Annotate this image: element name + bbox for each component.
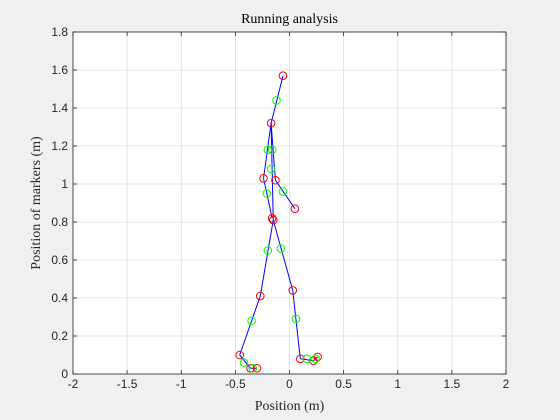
chart-title: Running analysis bbox=[241, 12, 338, 27]
midpoint-marker bbox=[302, 354, 312, 364]
midpoint-marker bbox=[278, 187, 288, 196]
joint-marker bbox=[252, 364, 262, 373]
y-tick-label: 0.6 bbox=[51, 253, 68, 267]
midpoint-marker bbox=[311, 354, 320, 364]
x-tick-label: 2 bbox=[503, 377, 510, 391]
y-tick-label: 1 bbox=[61, 177, 68, 191]
y-tick-label: 1.2 bbox=[51, 139, 68, 153]
midpoint-marker bbox=[263, 145, 273, 155]
midpoint-marker bbox=[266, 164, 276, 174]
y-axis-title: Position of markers (m) bbox=[29, 136, 44, 270]
joint-marker bbox=[290, 204, 300, 213]
midpoint-marker bbox=[248, 364, 257, 373]
ticks: -2 -1.5 -1 -0.5 0 0.5 1 1.5 2 0 0.2 0.4 0.6 0.8 1 1.2 1.… bbox=[51, 25, 509, 391]
joint-marker bbox=[296, 354, 305, 364]
body-segment bbox=[270, 75, 284, 124]
y-tick-label: 0.8 bbox=[51, 215, 68, 229]
joint-marker bbox=[267, 213, 277, 223]
x-tick-label: -1.5 bbox=[117, 377, 138, 391]
x-tick-label: 1 bbox=[394, 377, 401, 391]
body-segment bbox=[312, 356, 318, 362]
midpoint-marker bbox=[272, 96, 281, 105]
midpoint-marker bbox=[276, 244, 286, 253]
body-segment bbox=[300, 358, 314, 362]
body-segment bbox=[270, 123, 274, 221]
joint-marker bbox=[271, 175, 280, 185]
markers bbox=[235, 71, 322, 373]
x-tick-label: 1.5 bbox=[444, 377, 461, 391]
y-tick-label: 1.8 bbox=[51, 25, 68, 39]
x-tick-label: -2 bbox=[68, 377, 79, 391]
joint-marker bbox=[235, 350, 245, 360]
x-tick-label: 0 bbox=[286, 377, 293, 391]
joint-marker bbox=[288, 286, 298, 295]
midpoint-marker bbox=[291, 314, 301, 324]
joint-marker bbox=[246, 364, 255, 373]
midpoint-marker bbox=[247, 316, 256, 326]
y-tick-label: 1.6 bbox=[51, 63, 68, 77]
body-segment bbox=[272, 219, 294, 291]
joint-marker bbox=[255, 291, 265, 301]
midpoint-marker bbox=[239, 358, 249, 367]
body-segment bbox=[259, 220, 274, 297]
body-segment bbox=[292, 290, 301, 359]
midpoint-marker bbox=[262, 189, 272, 198]
y-tick-label: 0 bbox=[61, 367, 68, 381]
midpoint-marker bbox=[267, 145, 277, 155]
body-segment bbox=[239, 354, 251, 369]
body-segment bbox=[263, 178, 273, 219]
body-segment bbox=[263, 123, 272, 179]
joint-marker bbox=[278, 71, 288, 80]
joint-marker bbox=[268, 215, 278, 225]
x-axis-title: Position (m) bbox=[255, 399, 325, 414]
joint-marker bbox=[313, 352, 322, 362]
x-tick-label: -0.5 bbox=[225, 377, 246, 391]
y-tick-label: 0.2 bbox=[51, 329, 68, 343]
y-tick-label: 0.4 bbox=[51, 291, 68, 305]
x-tick-label: 0.5 bbox=[335, 377, 352, 391]
x-tick-label: -1 bbox=[176, 377, 187, 391]
joint-marker bbox=[259, 174, 268, 183]
joint-marker bbox=[266, 118, 276, 128]
body-segment bbox=[239, 295, 261, 356]
midpoint-marker bbox=[263, 246, 273, 255]
y-tick-label: 1.4 bbox=[51, 101, 68, 115]
